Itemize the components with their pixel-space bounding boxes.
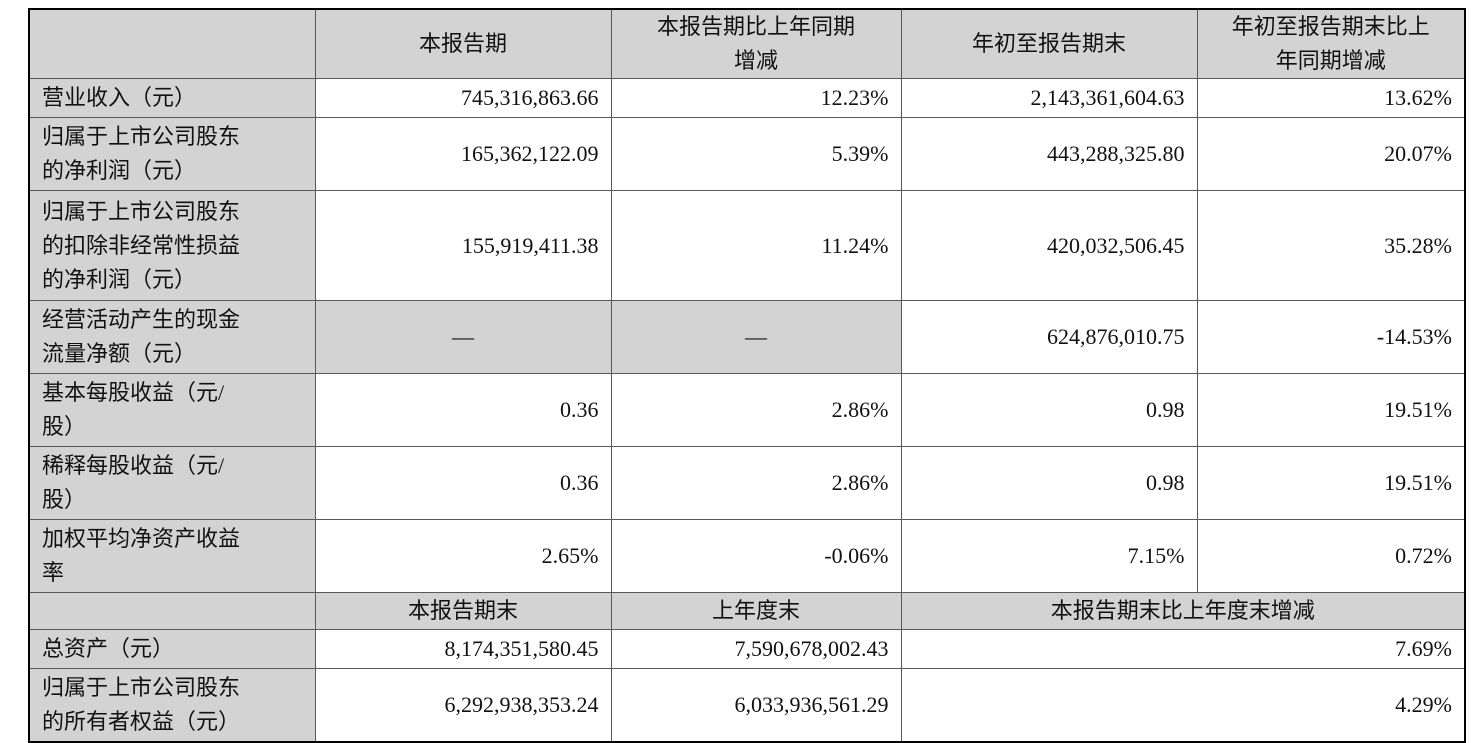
cell-value: 0.36	[314, 373, 612, 447]
header-blank	[28, 8, 316, 79]
financial-summary-table: 本报告期 本报告期比上年同期 增减 年初至报告期末 年初至报告期末比上 年同期增…	[28, 8, 1466, 743]
cell-value: 2.86%	[610, 373, 902, 447]
row-label-basic-eps: 基本每股收益（元/ 股）	[28, 373, 316, 447]
cell-value: 0.98	[900, 446, 1198, 520]
cell-value: 165,362,122.09	[314, 117, 612, 191]
cell-value: 0.36	[314, 446, 612, 520]
cell-value: 2.65%	[314, 519, 612, 593]
cell-placeholder-dash: —	[314, 300, 612, 374]
row-label-weighted-avg-roe: 加权平均净资产收益 率	[28, 519, 316, 593]
table-row: 总资产（元） 8,174,351,580.45 7,590,678,002.43…	[28, 629, 1466, 669]
cell-value: 5.39%	[610, 117, 902, 191]
row-label-net-profit: 归属于上市公司股东 的净利润（元）	[28, 117, 316, 191]
cell-value: 6,292,938,353.24	[314, 668, 612, 743]
cell-value: 0.72%	[1196, 519, 1466, 593]
cell-value: 19.51%	[1196, 446, 1466, 520]
header-current-period-yoy-change: 本报告期比上年同期 增减	[610, 8, 902, 79]
row-label-total-assets: 总资产（元）	[28, 629, 316, 669]
table-row: 归属于上市公司股东 的净利润（元） 165,362,122.09 5.39% 4…	[28, 117, 1466, 191]
table-row: 归属于上市公司股东 的扣除非经常性损益 的净利润（元） 155,919,411.…	[28, 190, 1466, 301]
cell-value: 420,032,506.45	[900, 190, 1198, 301]
header-row-period-end: 本报告期末 上年度末 本报告期末比上年度末增减	[28, 592, 1466, 630]
cell-value: 6,033,936,561.29	[610, 668, 902, 743]
cell-value: 2.86%	[610, 446, 902, 520]
cell-value: 2,143,361,604.63	[900, 78, 1198, 118]
header-period-end-vs-prior-year-change: 本报告期末比上年度末增减	[900, 592, 1466, 630]
table-row: 归属于上市公司股东 的所有者权益（元） 6,292,938,353.24 6,0…	[28, 668, 1466, 743]
cell-value: 35.28%	[1196, 190, 1466, 301]
table-row: 营业收入（元） 745,316,863.66 12.23% 2,143,361,…	[28, 78, 1466, 118]
table-row: 加权平均净资产收益 率 2.65% -0.06% 7.15% 0.72%	[28, 519, 1466, 593]
cell-value: 8,174,351,580.45	[314, 629, 612, 669]
cell-value: 155,919,411.38	[314, 190, 612, 301]
header-end-of-prior-year: 上年度末	[610, 592, 902, 630]
header-ytd-yoy-change: 年初至报告期末比上 年同期增减	[1196, 8, 1466, 79]
header-end-of-period: 本报告期末	[314, 592, 612, 630]
cell-placeholder-dash: —	[610, 300, 902, 374]
cell-value: -14.53%	[1196, 300, 1466, 374]
cell-value: 7,590,678,002.43	[610, 629, 902, 669]
header-current-period: 本报告期	[314, 8, 612, 79]
row-label-diluted-eps: 稀释每股收益（元/ 股）	[28, 446, 316, 520]
header-blank	[28, 592, 316, 630]
row-label-operating-cash-flow: 经营活动产生的现金 流量净额（元）	[28, 300, 316, 374]
table-row: 经营活动产生的现金 流量净额（元） — — 624,876,010.75 -14…	[28, 300, 1466, 374]
cell-value: -0.06%	[610, 519, 902, 593]
cell-value: 624,876,010.75	[900, 300, 1198, 374]
table-row: 基本每股收益（元/ 股） 0.36 2.86% 0.98 19.51%	[28, 373, 1466, 447]
cell-value: 0.98	[900, 373, 1198, 447]
table-row: 稀释每股收益（元/ 股） 0.36 2.86% 0.98 19.51%	[28, 446, 1466, 520]
cell-value: 11.24%	[610, 190, 902, 301]
cell-value: 19.51%	[1196, 373, 1466, 447]
cell-value: 12.23%	[610, 78, 902, 118]
row-label-net-profit-excl-nonrecurring: 归属于上市公司股东 的扣除非经常性损益 的净利润（元）	[28, 190, 316, 301]
row-label-equity-attributable-to-shareholders: 归属于上市公司股东 的所有者权益（元）	[28, 668, 316, 743]
row-label-operating-revenue: 营业收入（元）	[28, 78, 316, 118]
header-row-period: 本报告期 本报告期比上年同期 增减 年初至报告期末 年初至报告期末比上 年同期增…	[28, 8, 1466, 79]
cell-value: 13.62%	[1196, 78, 1466, 118]
cell-value: 20.07%	[1196, 117, 1466, 191]
cell-value: 745,316,863.66	[314, 78, 612, 118]
cell-value: 443,288,325.80	[900, 117, 1198, 191]
header-year-to-date: 年初至报告期末	[900, 8, 1198, 79]
cell-value: 7.69%	[900, 629, 1466, 669]
cell-value: 7.15%	[900, 519, 1198, 593]
cell-value: 4.29%	[900, 668, 1466, 743]
